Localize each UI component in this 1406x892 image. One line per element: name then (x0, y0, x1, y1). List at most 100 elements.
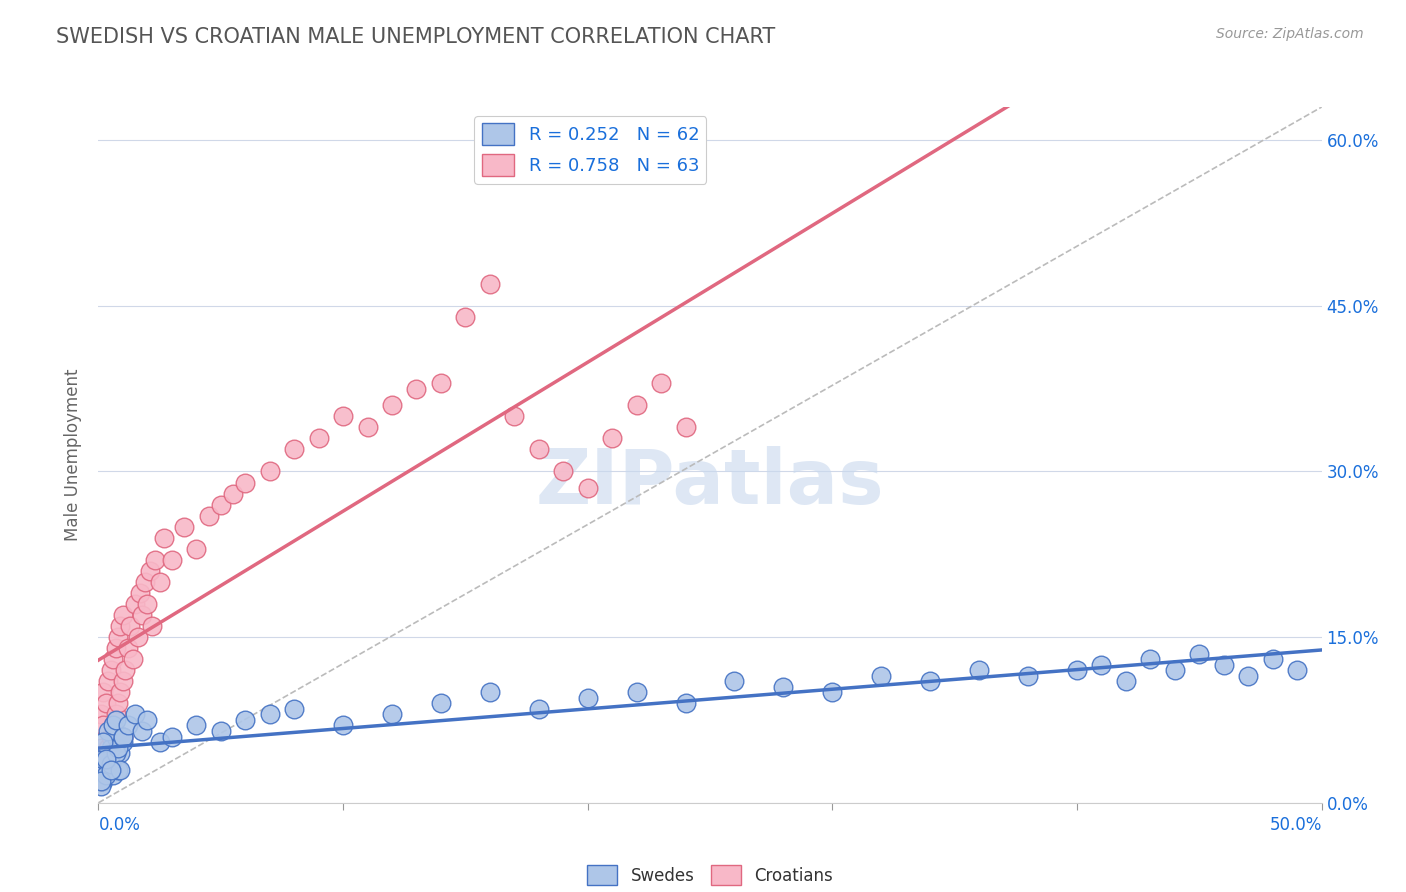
Point (576, 690, 599, 705)
Point (173, 519, 195, 533)
Point (626, 398, 648, 412)
Point (90, 707, 112, 722)
Point (110, 763, 132, 777)
Point (186, 718, 208, 732)
Point (111, 730, 134, 744)
Point (110, 685, 132, 699)
Point (100, 757, 122, 772)
Point (626, 685, 648, 699)
Y-axis label: Male Unemployment: Male Unemployment (65, 368, 83, 541)
Point (1188, 647, 1211, 661)
Point (124, 597, 146, 611)
Point (723, 674, 745, 689)
Point (1261, 652, 1284, 666)
Point (100, 763, 122, 777)
Point (107, 630, 129, 644)
Point (117, 718, 139, 732)
Point (101, 768, 124, 782)
Point (110, 619, 132, 633)
Point (576, 481, 599, 495)
Point (91, 751, 114, 765)
Point (91, 735, 114, 749)
Point (104, 641, 127, 656)
Point (94, 768, 117, 782)
Point (97, 757, 120, 772)
Point (107, 740, 129, 755)
Point (111, 674, 134, 689)
Text: ZIPatlas: ZIPatlas (536, 446, 884, 520)
Point (209, 498, 232, 512)
Point (134, 574, 156, 589)
Point (149, 735, 172, 749)
Legend: Swedes, Croatians: Swedes, Croatians (581, 858, 839, 892)
Point (94, 751, 117, 765)
Point (131, 608, 153, 623)
Point (153, 531, 176, 545)
Point (197, 508, 219, 523)
Point (222, 486, 245, 500)
Point (114, 663, 136, 677)
Point (127, 630, 149, 644)
Point (91, 773, 114, 788)
Point (101, 718, 124, 732)
Point (454, 310, 477, 324)
Point (97, 740, 120, 755)
Point (675, 697, 697, 711)
Point (101, 652, 124, 666)
Point (117, 641, 139, 656)
Point (870, 669, 893, 683)
Point (100, 740, 122, 755)
Point (149, 574, 172, 589)
Point (104, 730, 127, 744)
Point (1212, 657, 1234, 672)
Point (97, 724, 120, 739)
Point (283, 442, 305, 457)
Point (124, 707, 146, 722)
Point (91, 718, 114, 732)
Point (356, 420, 378, 434)
Text: SWEDISH VS CROATIAN MALE UNEMPLOYMENT CORRELATION CHART: SWEDISH VS CROATIAN MALE UNEMPLOYMENT CO… (56, 27, 776, 46)
Point (94, 751, 117, 765)
Point (1115, 674, 1137, 689)
Point (136, 597, 159, 611)
Point (332, 718, 354, 732)
Point (233, 475, 256, 490)
Point (430, 376, 453, 391)
Point (186, 541, 208, 556)
Point (600, 431, 623, 445)
Point (100, 663, 122, 677)
Point (1164, 663, 1187, 677)
Point (405, 382, 427, 396)
Point (97, 674, 120, 689)
Point (967, 663, 990, 677)
Point (283, 702, 305, 716)
Point (91, 763, 114, 777)
Point (430, 697, 453, 711)
Point (675, 420, 697, 434)
Point (121, 652, 143, 666)
Point (821, 685, 844, 699)
Point (160, 730, 183, 744)
Point (110, 746, 132, 760)
Point (90, 779, 112, 793)
Point (94, 751, 117, 765)
Point (503, 409, 526, 424)
Point (478, 277, 501, 291)
Point (111, 730, 134, 744)
Point (527, 702, 550, 716)
Point (139, 564, 162, 578)
Point (111, 730, 134, 744)
Point (233, 713, 256, 727)
Point (129, 586, 152, 600)
Point (650, 376, 672, 391)
Point (136, 713, 159, 727)
Point (94, 697, 117, 711)
Text: 50.0%: 50.0% (1270, 816, 1322, 834)
Point (209, 724, 232, 739)
Point (141, 619, 163, 633)
Point (553, 465, 575, 479)
Point (332, 409, 354, 424)
Point (1066, 663, 1088, 677)
Point (111, 608, 134, 623)
Point (104, 707, 127, 722)
